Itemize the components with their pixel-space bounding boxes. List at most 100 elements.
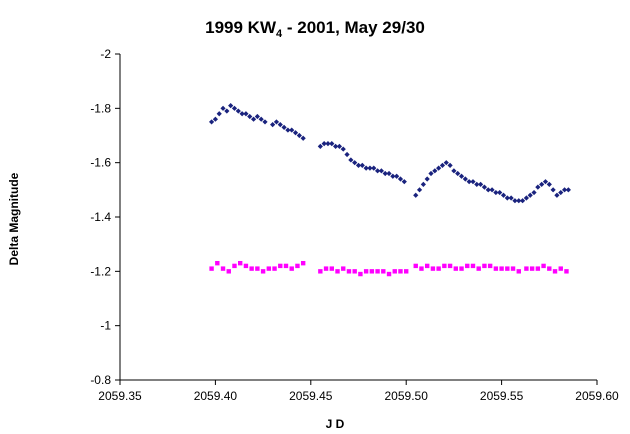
series-2-point [381,269,386,274]
series-1-point [546,181,552,187]
series-1-point [565,187,571,193]
x-tick-label: 2059.40 [194,389,238,403]
series-1-point [296,132,302,139]
series-2-point [482,263,487,269]
series-2-point [226,269,231,274]
series-1-point [289,127,295,133]
series-2-point [524,266,529,271]
series-2-point [369,269,375,274]
series-2-point [209,266,214,271]
series-1-point [455,170,461,177]
y-tick-label: -1 [100,319,111,333]
y-tick-label: -1.2 [90,264,111,278]
series-2-point [278,263,283,269]
series-1-point [561,187,568,193]
series-1-point [224,108,230,114]
series-2-point [465,263,470,269]
series-1-point [466,179,472,185]
series-1-point [550,187,556,193]
series-2-point [499,266,504,271]
x-tick-label: 2059.45 [289,389,333,403]
series-2-point [363,269,369,274]
series-1-point [247,113,253,120]
series-2-point [255,266,260,271]
series-1-point [432,168,438,174]
y-tick-label: -1.6 [90,156,111,170]
chart-title-main: 1999 KW [205,18,277,37]
series-1-point [231,105,238,111]
series-2-point [447,263,453,269]
series-2-point [436,266,441,271]
series-1-point [228,103,234,109]
series-2-point [266,266,272,271]
series-1-point [512,198,518,204]
series-2-point [535,266,541,271]
series-1-point [516,198,522,204]
x-tick-label: 2059.55 [480,389,524,403]
y-tick-label: -1.4 [90,210,111,224]
series-1-point [420,181,426,187]
series-2-point [510,266,516,271]
series-1-point [470,179,476,185]
series-1-point [243,111,249,117]
series-1-point [474,181,480,187]
series-1-point [340,146,346,152]
series-1-point [413,192,419,198]
series-1-point [359,162,365,168]
series-2-point [358,271,363,277]
series-1-point [281,124,287,130]
series-2-point [404,269,409,274]
series-1-point [424,176,430,182]
series-1-point [401,179,407,185]
series-2-point [283,263,289,269]
series-1-point [394,173,400,179]
series-1-point [371,165,377,171]
series-1-point [333,143,339,149]
series-1-point [416,187,423,193]
series-2-point [430,266,436,271]
series-1-point [374,168,381,174]
series-1-point [428,170,434,177]
series-2-point [424,263,430,269]
plot-area: -2 -1.8 -1.6 -1.4 -1.2 -1 -0.8 2059.35 2059.40 20… [90,47,619,403]
series-1-point [519,198,526,204]
series-1-point [292,130,299,136]
series-2-point [413,263,418,269]
series-1-point [239,111,245,117]
y-tick-label: -1.8 [90,101,111,115]
series-2-point [318,269,323,274]
series-1-point [300,135,306,141]
series-1-point [367,165,373,171]
series-2-point [419,266,424,271]
series-1-point [212,116,218,122]
y-tick-label: -0.8 [90,373,111,387]
series-1-point [344,151,350,158]
series-1-point [235,108,241,114]
series-2-point [260,269,266,274]
series-2-point [272,266,277,271]
series-2-point [220,266,226,271]
series-2-point [329,266,334,271]
chart-title-rest: - 2001, May 29/30 [282,18,425,37]
series-1-point [485,187,491,193]
series-1-point [378,168,384,174]
series-2-point [541,263,546,269]
series-2-point [529,266,535,271]
series-2-point [453,266,459,271]
series-1-point [527,192,533,198]
series-2-point [375,269,380,274]
series-1-point [436,165,442,171]
series-1-point [363,165,369,171]
series-1-point [447,162,453,168]
series-1-point [262,119,268,125]
series-2-point [335,269,340,274]
x-axis-title: J D [326,417,345,431]
series-1-point [317,143,323,149]
series-1-point [462,176,468,182]
series-1-point [539,181,545,187]
series-2-point [493,266,499,271]
series-1-point [489,187,495,193]
series-2-point [487,263,493,269]
series-1-point [208,119,215,125]
chart-title: 1999 KW4 - 2001, May 29/30 [205,18,425,40]
